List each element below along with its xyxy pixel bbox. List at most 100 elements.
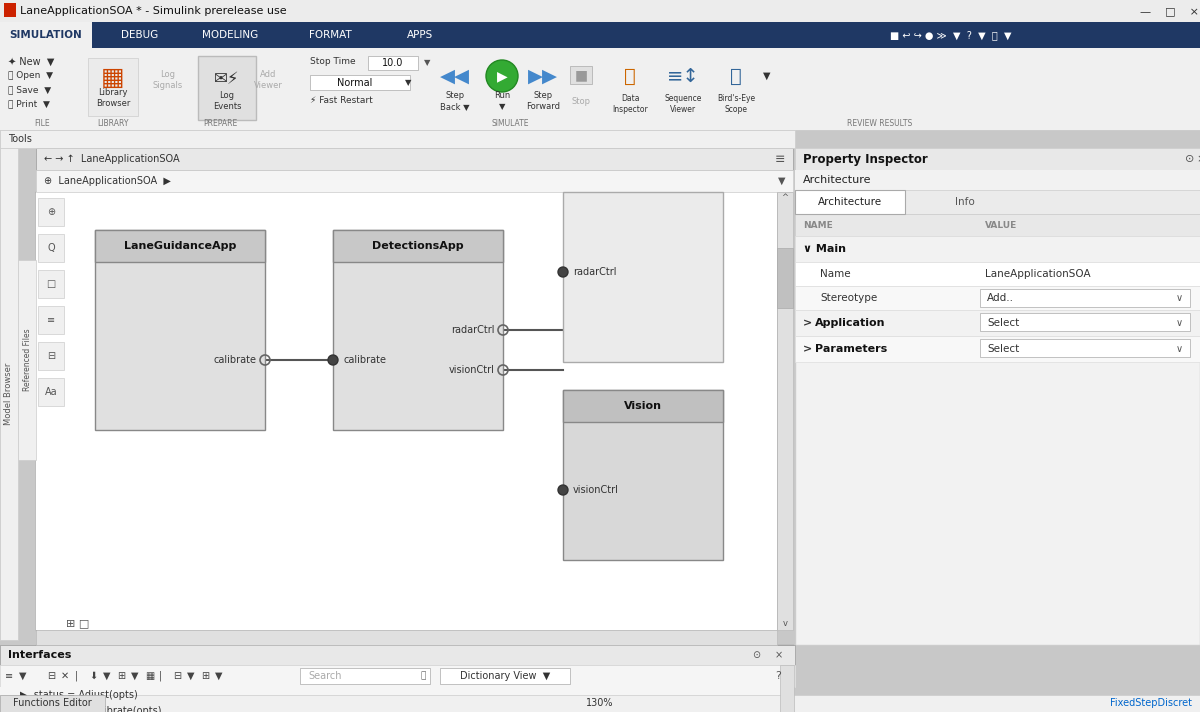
Text: ▼: ▼ (187, 671, 194, 681)
Text: ⬇: ⬇ (89, 671, 97, 681)
Text: ⊟: ⊟ (173, 671, 181, 681)
Text: ▼: ▼ (406, 78, 412, 87)
Bar (796, 148, 1200, 645)
Bar (310, 75, 410, 90)
Bar (796, 286, 1200, 310)
Text: Aa: Aa (44, 387, 58, 397)
Text: PREPARE: PREPARE (203, 120, 238, 128)
Text: Normal: Normal (337, 78, 373, 88)
Bar (0, 130, 796, 148)
Text: ⊞: ⊞ (202, 671, 209, 681)
Text: ⊙: ⊙ (752, 650, 760, 660)
Text: 10.0: 10.0 (383, 58, 403, 68)
Text: Architecture: Architecture (818, 197, 882, 207)
Bar (0, 695, 1200, 712)
Bar (18, 260, 36, 460)
Bar (95, 230, 265, 430)
Text: ≡: ≡ (5, 671, 13, 681)
Text: ?: ? (775, 671, 781, 681)
Bar (796, 262, 1200, 286)
Bar (38, 234, 64, 262)
Text: ⊞: ⊞ (118, 671, 125, 681)
Bar (4, 3, 16, 17)
Text: FixedStepDiscret: FixedStepDiscret (1110, 698, 1192, 708)
Text: >: > (803, 318, 812, 328)
Bar (36, 170, 793, 192)
Text: LaneApplicationSOA: LaneApplicationSOA (985, 269, 1091, 279)
Text: LaneGuidanceApp: LaneGuidanceApp (124, 241, 236, 251)
Bar (796, 170, 1200, 190)
Text: Select: Select (986, 318, 1019, 328)
Text: Step
Forward: Step Forward (526, 91, 560, 110)
Text: ∨ Main: ∨ Main (803, 244, 846, 254)
Text: ■: ■ (575, 68, 588, 82)
Text: Log
Events: Log Events (212, 91, 241, 110)
Bar (980, 289, 1190, 307)
Text: ⊙: ⊙ (1186, 154, 1194, 164)
Bar (0, 0, 1200, 22)
Text: Model Browser: Model Browser (5, 363, 13, 425)
Bar (0, 665, 796, 687)
Bar (368, 56, 418, 70)
Text: —    □    ×: — □ × (1140, 6, 1199, 16)
Text: ▶▶: ▶▶ (528, 66, 558, 85)
Text: ≡↕: ≡↕ (667, 66, 700, 85)
Text: REVIEW RESULTS: REVIEW RESULTS (847, 120, 913, 128)
Text: v: v (782, 619, 787, 627)
Text: ▦: ▦ (145, 671, 155, 681)
Text: ▼: ▼ (778, 176, 785, 186)
Bar (38, 198, 64, 226)
Text: LaneApplicationSOA * - Simulink prerelease use: LaneApplicationSOA * - Simulink prerelea… (20, 6, 287, 16)
Bar (980, 313, 1190, 331)
Text: 130%: 130% (587, 698, 613, 708)
Text: Library
Browser: Library Browser (96, 88, 130, 108)
Bar (796, 190, 1200, 214)
Text: LIBRARY: LIBRARY (97, 120, 128, 128)
Bar (334, 230, 503, 430)
Text: Property Inspector: Property Inspector (803, 152, 928, 165)
Bar (563, 192, 722, 362)
Bar (440, 668, 570, 684)
Bar (778, 248, 793, 308)
Text: ⊕: ⊕ (47, 207, 55, 217)
Text: ×: × (775, 650, 784, 660)
Text: ^: ^ (781, 194, 788, 202)
Bar (563, 390, 722, 560)
Text: >: > (803, 344, 812, 354)
Text: Step
Back ▼: Step Back ▼ (440, 91, 470, 110)
Text: 🔍: 🔍 (421, 671, 426, 681)
Circle shape (486, 60, 518, 92)
Text: ⚡ Fast Restart: ⚡ Fast Restart (310, 95, 373, 105)
Text: ▼: ▼ (763, 71, 770, 81)
Bar (0, 22, 1200, 48)
Text: Application: Application (815, 318, 886, 328)
Text: Name: Name (820, 269, 851, 279)
Text: |: | (74, 671, 78, 681)
Text: Select: Select (986, 344, 1019, 354)
Text: ▼: ▼ (19, 671, 26, 681)
Text: ✉⚡: ✉⚡ (215, 70, 240, 88)
Text: visionCtrl: visionCtrl (449, 365, 496, 375)
Text: Search: Search (308, 671, 342, 681)
Text: ≡: ≡ (774, 152, 785, 165)
Text: Tools: Tools (8, 134, 32, 144)
Text: Stop Time: Stop Time (310, 58, 355, 66)
Text: 📂 Open  ▼: 📂 Open ▼ (8, 71, 53, 80)
Text: calibrate: calibrate (214, 355, 257, 365)
Text: ×: × (1196, 154, 1200, 164)
Text: 👁: 👁 (730, 66, 742, 85)
Text: Bird's-Eye
Scope: Bird's-Eye Scope (716, 94, 755, 114)
Text: Vision: Vision (624, 401, 662, 411)
Text: ✕: ✕ (61, 671, 70, 681)
Text: 📊: 📊 (624, 66, 636, 85)
Text: Sequence
Viewer: Sequence Viewer (665, 94, 702, 114)
Bar (38, 270, 64, 298)
Bar (36, 630, 778, 645)
Bar (198, 56, 256, 120)
Text: ▦: ▦ (101, 66, 125, 90)
Text: ▼: ▼ (424, 58, 431, 68)
Text: ⊟: ⊟ (47, 351, 55, 361)
Text: FILE: FILE (34, 120, 50, 128)
Bar (300, 668, 430, 684)
Bar (796, 336, 1200, 362)
